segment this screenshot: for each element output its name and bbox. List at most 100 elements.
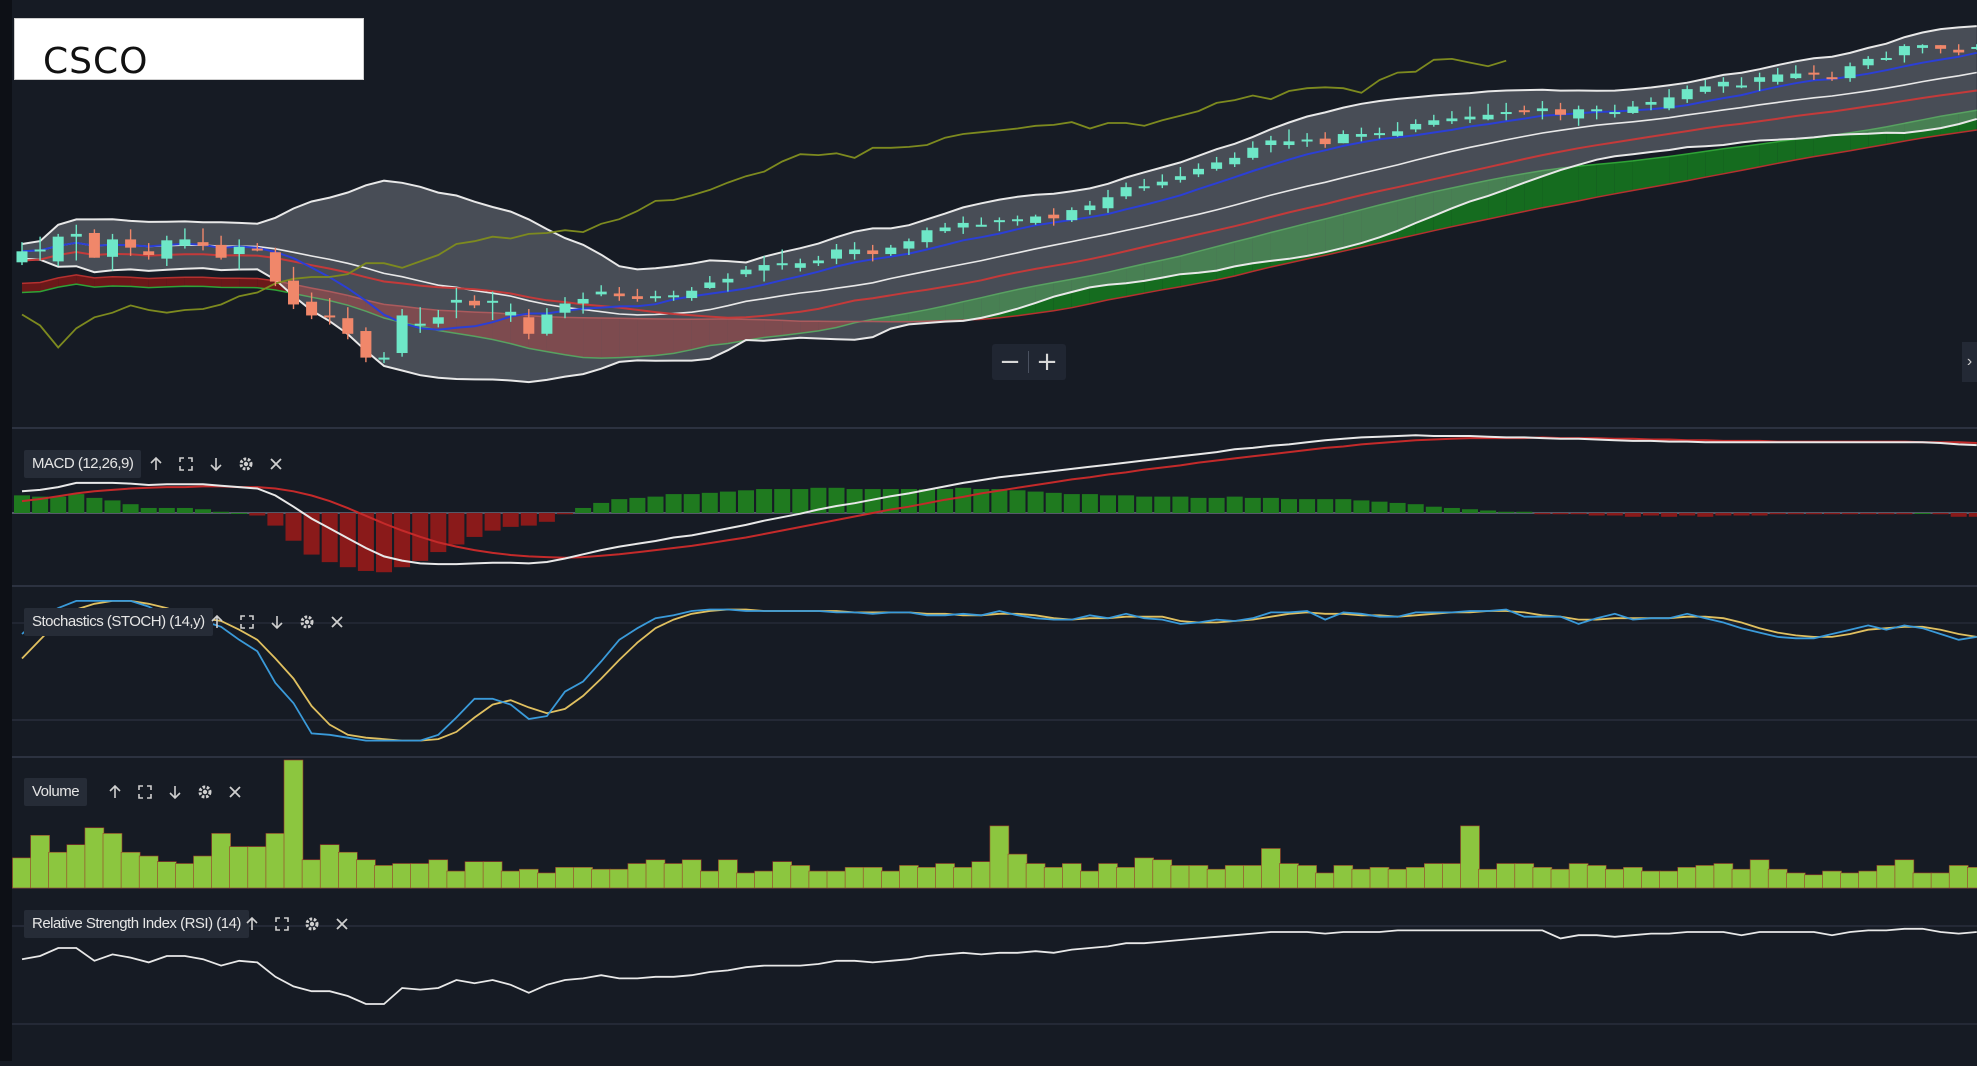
maximize-icon[interactable] [270,912,294,936]
gear-icon[interactable] [300,912,324,936]
volume-bar [826,870,847,889]
volume-bar [283,759,304,889]
macd-histogram-bar-positive [738,490,754,513]
arrow-up-icon[interactable] [103,780,127,804]
volume-bar [1007,853,1028,889]
volume-bar [1840,872,1860,889]
volume-bar [808,870,829,889]
macd-histogram-bar-positive [1100,495,1116,513]
volume-bar [1659,870,1679,889]
close-icon[interactable] [223,780,247,804]
arrow-down-icon[interactable] [163,780,187,804]
arrow-up-icon[interactable] [144,452,168,476]
close-icon[interactable] [325,610,349,634]
macd-histogram-bar-positive [828,487,845,513]
candle-bull [577,298,589,304]
macd-histogram-bar-positive [140,507,157,513]
macd-histogram-bar-positive [176,507,193,513]
gear-icon[interactable] [193,780,217,804]
candle-bull [1446,118,1458,122]
cloud-segment-bear [655,318,674,356]
macd-histogram-bar-positive [122,504,139,513]
volume-bar [428,859,449,889]
maximize-icon[interactable] [133,780,157,804]
volume-bar [102,833,123,889]
macd-histogram-bar-positive [1299,499,1316,513]
macd-histogram-bar-positive [955,487,972,513]
macd-histogram-bar-positive [629,497,646,513]
gear-icon[interactable] [295,610,319,634]
cloud-segment-bull [1687,151,1706,181]
candle-bull [450,299,462,303]
arrow-down-icon[interactable] [265,610,289,634]
scroll-right-handle[interactable]: › [1962,342,1977,382]
close-icon[interactable] [264,452,288,476]
macd-histogram-bar-negative [1534,513,1551,515]
volume-bar [862,866,883,889]
volume-bar [1080,870,1100,889]
candle-bull [1410,123,1422,130]
candle-bear [288,280,299,305]
candle-bear [324,315,336,318]
cloud-segment-bull [1488,176,1507,220]
candle-bull [414,323,426,326]
candle-bull [1772,74,1784,82]
cloud-segment-bear [203,277,222,288]
maximize-icon[interactable] [174,452,198,476]
volume-bar [1206,868,1227,889]
candle-bull [993,220,1005,223]
volume-bar [464,861,485,889]
candle-bull [975,224,987,227]
candle-bear [143,251,155,255]
cloud-segment-bear [148,277,167,288]
volume-bar [84,827,105,889]
volume-bar [1243,865,1263,889]
cloud-segment-bull [1343,209,1362,252]
macd-histogram-bar-positive [1226,496,1243,513]
volume-bar [627,863,648,889]
macd-histogram-bar-negative [1679,513,1696,516]
macd-panel-tools [144,450,288,478]
candle-bear [1319,138,1331,145]
cloud-segment-bull [945,301,964,321]
arrow-down-icon[interactable] [204,452,228,476]
volume-bar [12,857,32,889]
gear-icon[interactable] [234,452,258,476]
volume-bar [971,861,992,889]
ticker-box: CSCO [14,18,364,82]
arrow-up-icon[interactable] [240,912,264,936]
zoom-out-button[interactable]: − [999,347,1021,377]
macd-histogram-bar-positive [1371,501,1388,513]
macd-histogram-bar-negative [321,513,338,563]
volume-bar [1912,872,1933,889]
cloud-segment-bear [764,319,783,338]
volume-bar [844,866,865,889]
candle-bull [1500,112,1512,115]
maximize-icon[interactable] [235,610,259,634]
close-icon[interactable] [330,912,354,936]
macd-histogram-bar-negative [1751,513,1768,516]
zoom-in-button[interactable]: + [1036,347,1058,377]
volume-bar [1786,872,1806,889]
cloud-segment-bull [1433,188,1452,231]
candle-bull [1283,141,1295,146]
volume-bar [1424,863,1444,889]
cloud-segment-bull [1415,191,1434,235]
macd-histogram-bar-positive [1480,510,1497,513]
cloud-segment-bear [709,318,728,346]
volume-bar [1605,868,1625,889]
candle-bull [1609,112,1621,115]
candle-bull [233,246,245,255]
candle-bull [432,317,444,324]
arrow-up-icon[interactable] [205,610,229,634]
macd-histogram-bar-positive [1154,496,1171,513]
candle-bull [903,241,915,249]
cloud-segment-bull [1741,144,1760,171]
lagging-span-line [21,57,1507,349]
cloud-segment-bull [1759,141,1778,167]
candle-bull [668,295,680,298]
cloud-segment-bull [1071,275,1090,308]
macd-histogram-bar-negative [1588,513,1605,516]
volume-bar [1514,863,1535,889]
